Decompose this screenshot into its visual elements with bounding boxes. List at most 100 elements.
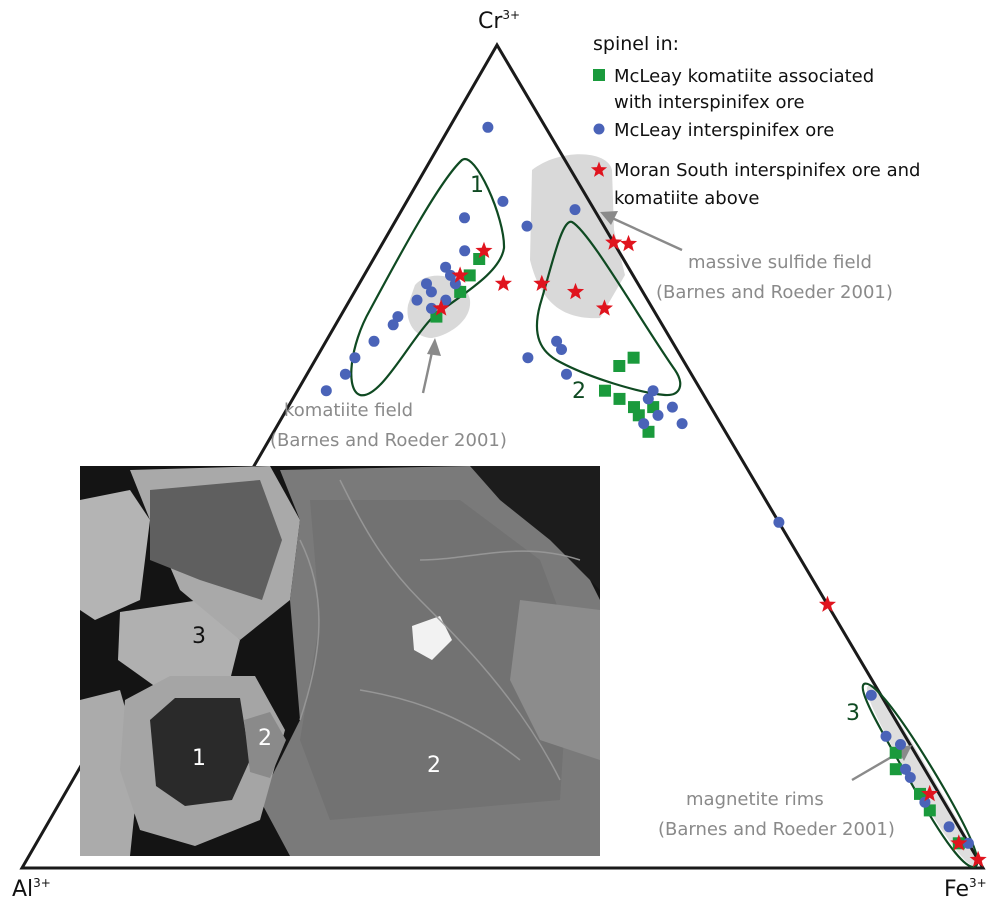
legend-label-moran-south-2: komatiite above [614, 188, 759, 209]
point-circle-1-0 [482, 121, 494, 133]
point-square-0-4 [627, 351, 640, 364]
point-star-2-11 [950, 834, 968, 851]
magnetite-rims-field-area [866, 685, 977, 867]
legend: spinel in: McLeay komatiite associated w… [590, 33, 920, 209]
point-star-2-9 [818, 595, 836, 612]
legend-marker-square [593, 69, 605, 81]
point-square-0-15 [923, 804, 936, 817]
point-circle-1-1 [497, 195, 509, 207]
massive-sulfide-field-area [530, 154, 625, 319]
point-circle-1-27 [652, 409, 664, 421]
point-star-2-8 [494, 274, 512, 291]
point-circle-1-11 [440, 294, 452, 306]
point-square-0-1 [463, 269, 476, 282]
inset-grain-right [510, 600, 600, 760]
point-star-2-4 [533, 274, 551, 291]
point-circle-1-5 [440, 261, 452, 273]
inset-grain-left-mid [118, 600, 240, 690]
point-circle-1-12 [426, 302, 437, 314]
legend-marker-circle [593, 123, 605, 135]
legend-label-mcleay-interspinifex: McLeay interspinifex ore [614, 120, 834, 141]
point-circle-1-3 [459, 212, 470, 224]
point-circle-1-4 [459, 245, 471, 257]
point-circle-1-18 [320, 385, 332, 397]
inset-grain-left-top [80, 490, 150, 620]
point-square-0-14 [914, 787, 926, 800]
point-star-2-7 [595, 299, 613, 316]
komatiite-field-label: komatiite field [284, 400, 413, 421]
vertex-top-label: Cr3+ [478, 8, 520, 34]
inset-grain-1-core [150, 698, 250, 806]
point-circle-1-36 [919, 796, 931, 808]
point-square-0-3 [430, 310, 443, 323]
point-circle-1-30 [773, 516, 785, 528]
point-circle-1-38 [962, 837, 974, 849]
data-points [320, 121, 987, 868]
point-circle-1-37 [943, 821, 955, 833]
group-3-outline [861, 682, 979, 868]
inset-label-3: 3 [192, 624, 206, 649]
point-circle-1-20 [551, 335, 563, 347]
magnetite-rims-citation: (Barnes and Roeder 2001) [658, 819, 895, 840]
point-square-0-11 [642, 425, 655, 438]
point-square-0-9 [647, 401, 660, 414]
inset-label-1: 1 [192, 746, 206, 771]
point-star-2-3 [451, 266, 469, 283]
reference-fields [407, 154, 977, 867]
point-circle-1-16 [349, 352, 361, 364]
point-circle-1-35 [904, 772, 916, 783]
point-circle-1-21 [556, 344, 567, 355]
point-circle-1-28 [638, 418, 650, 430]
inset-label-2-right: 2 [427, 753, 441, 778]
point-square-0-12 [889, 746, 902, 759]
komatiite-arrow [421, 351, 434, 394]
point-circle-1-9 [425, 286, 437, 298]
point-star-2-5 [567, 282, 585, 300]
inset-grain-large-inner [300, 500, 570, 820]
inset-dark-grain-upper [150, 480, 282, 600]
inset-grain-2-small [244, 712, 286, 778]
point-star-2-2 [475, 241, 493, 258]
group-2-label: 2 [572, 379, 586, 404]
point-circle-1-29 [676, 418, 688, 430]
point-square-0-6 [599, 384, 611, 397]
point-circle-1-34 [900, 763, 911, 775]
group-1-label: 1 [470, 173, 484, 198]
legend-label-mcleay-komatiite-1: McLeay komatiite associated [614, 66, 874, 87]
point-square-0-5 [613, 360, 626, 372]
massive-sulfide-arrowhead [600, 211, 618, 225]
ternary-triangle [19, 42, 986, 870]
legend-title: spinel in: [593, 33, 679, 55]
inset-cracks [299, 479, 581, 781]
bse-micrograph-inset: 3 1 2 2 [80, 466, 600, 856]
point-star-2-12 [969, 850, 987, 868]
point-circle-1-25 [642, 393, 654, 405]
point-circle-1-26 [666, 401, 678, 413]
point-circle-1-10 [411, 294, 423, 306]
point-square-0-13 [889, 763, 902, 776]
point-circle-1-23 [561, 368, 572, 380]
point-circle-1-33 [895, 739, 906, 750]
legend-marker-star [590, 161, 608, 177]
point-star-2-6 [432, 299, 450, 316]
legend-label-mcleay-komatiite-2: with interspinifex ore [614, 92, 805, 113]
point-circle-1-14 [387, 319, 399, 331]
point-circle-1-2 [521, 220, 533, 232]
legend-label-moran-south-1: Moran South interspinifex ore and [614, 160, 920, 181]
komatiite-field-citation: (Barnes and Roeder 2001) [270, 430, 507, 451]
komatiite-arrowhead [427, 338, 441, 356]
point-circle-1-22 [522, 352, 534, 364]
point-circle-1-19 [569, 204, 581, 216]
point-circle-1-32 [880, 730, 892, 742]
point-circle-1-13 [392, 311, 404, 323]
massive-sulfide-citation: (Barnes and Roeder 2001) [656, 282, 893, 303]
point-circle-1-24 [647, 385, 659, 397]
vertex-right-label: Fe3+ [944, 876, 987, 902]
point-circle-1-8 [449, 278, 461, 290]
point-square-0-10 [632, 409, 645, 422]
point-star-2-1 [605, 233, 623, 250]
point-circle-1-31 [865, 689, 877, 701]
point-circle-1-17 [339, 368, 351, 380]
point-star-2-10 [921, 784, 939, 802]
point-circle-1-7 [421, 278, 432, 290]
